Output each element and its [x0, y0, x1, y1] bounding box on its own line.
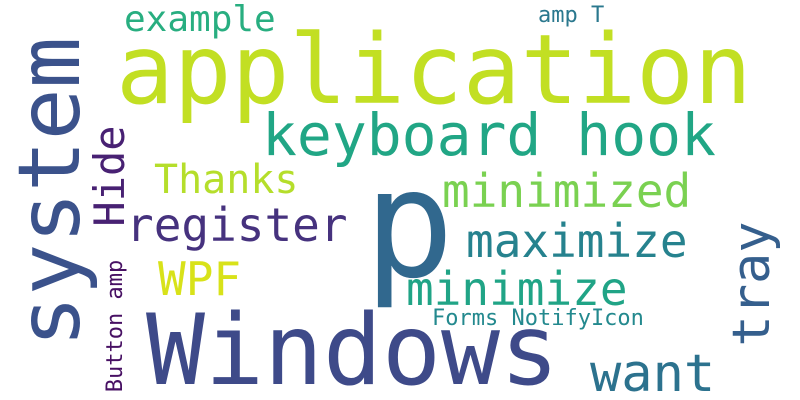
word-want: want	[590, 344, 716, 400]
word-p: p	[364, 138, 455, 312]
word-register: register	[126, 198, 348, 252]
word-wpf: WPF	[158, 252, 242, 306]
word-maximize: maximize	[466, 214, 688, 268]
word-system: system	[0, 36, 100, 348]
word-amp-t: amp T	[538, 3, 605, 28]
word-keyboard-hook: keyboard hook	[262, 101, 716, 169]
word-application: application	[116, 14, 752, 126]
word-minimize: minimize	[406, 262, 628, 316]
word-forms-notifyicon: Forms NotifyIcon	[432, 306, 644, 331]
word-hide: Hide	[85, 125, 134, 227]
word-minimized: minimized	[442, 164, 692, 218]
word-button-amp: Button amp	[103, 259, 128, 393]
word-tray: tray	[722, 221, 782, 347]
word-windows: Windows	[146, 294, 560, 400]
word-thanks: Thanks	[154, 157, 299, 203]
word-example: example	[124, 0, 276, 40]
